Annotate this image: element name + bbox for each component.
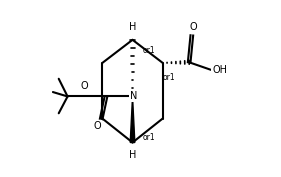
Text: H: H [129, 150, 136, 160]
Text: O: O [94, 121, 101, 131]
Text: OH: OH [212, 65, 227, 75]
Text: H: H [129, 22, 136, 32]
Text: O: O [189, 22, 197, 32]
Text: or1: or1 [163, 73, 175, 82]
Text: O: O [80, 81, 88, 91]
Polygon shape [130, 96, 135, 142]
Text: or1: or1 [143, 46, 155, 55]
Text: N: N [130, 92, 137, 101]
Text: or1: or1 [142, 133, 155, 142]
